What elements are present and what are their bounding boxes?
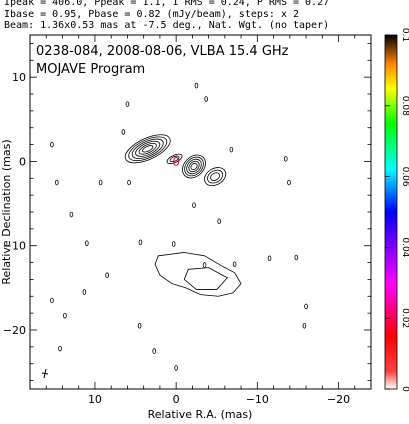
noise-contour <box>58 345 62 352</box>
chart-title: 0238-084, 2008-08-06, VLBA 15.4 GHz <box>36 44 289 59</box>
colorbar-tick-label: 0.02 <box>400 308 409 328</box>
contour-ring <box>128 136 168 162</box>
header-line-3: Beam: 1.36x0.53 mas at -7.5 deg., Nat. W… <box>4 20 330 31</box>
noise-contour <box>194 82 199 89</box>
chart-subtitle: MOJAVE Program <box>36 62 145 77</box>
diffuse-jet-contour <box>154 252 242 297</box>
x-tick-label: −10 <box>246 393 269 406</box>
x-tick-label: 0 <box>173 393 180 406</box>
contour-ring <box>131 138 164 159</box>
noise-contour <box>138 239 143 246</box>
diffuse-jet-inner-contour <box>183 267 228 290</box>
noise-contour <box>54 179 59 186</box>
contour-ring <box>169 155 180 163</box>
colorbar-tick-label: 0.04 <box>400 237 409 257</box>
noise-contour <box>69 211 74 218</box>
noise-contour <box>125 101 130 107</box>
noise-contour <box>229 146 234 153</box>
colorbar-tick-label: 0.06 <box>400 167 409 187</box>
contour-ring <box>188 160 200 173</box>
noise-contour <box>50 141 54 148</box>
noise-contour <box>105 272 109 279</box>
noise-contour <box>267 255 272 262</box>
contour-ring <box>124 134 171 164</box>
x-axis-ticks: 10 0 −10 −20 <box>45 35 356 406</box>
header-line-2: Ibase = 0.95, Pbase = 0.82 (mJy/beam), s… <box>4 8 300 20</box>
colorbar-tick-label: 0.08 <box>400 96 409 116</box>
noise-contour <box>294 254 299 261</box>
contour-lines <box>50 82 308 371</box>
contour-ring <box>204 167 227 187</box>
noise-contour <box>171 241 176 247</box>
noise-contour <box>217 218 221 225</box>
y-axis-ticks: 10 0 −10 −20 <box>3 43 371 381</box>
noise-contour <box>174 365 178 371</box>
noise-contour <box>137 322 142 329</box>
contour-ring <box>184 156 204 177</box>
y-tick-label: 10 <box>12 71 26 84</box>
y-axis-label: Relative Declination (mas) <box>0 139 13 284</box>
noise-contour <box>85 240 89 246</box>
noise-contour <box>121 129 126 135</box>
header-line-1: Ipeak = 406.0, Ppeak = 1.1, I RMS = 0.24… <box>4 0 330 8</box>
contour-ring <box>142 145 154 153</box>
noise-contour <box>63 312 67 319</box>
plot-frame <box>29 34 372 390</box>
contour-ring <box>166 153 183 165</box>
colorbar-tick-label: 0.1 <box>400 28 409 42</box>
noise-contour <box>304 303 308 310</box>
noise-contour <box>152 348 157 354</box>
image-header: Ipeak = 406.0, Ppeak = 1.1, I RMS = 0.24… <box>4 0 329 32</box>
colorbar-tick-label: 0 <box>400 386 409 392</box>
y-tick-label: −20 <box>3 324 26 337</box>
contour-ring <box>186 158 202 175</box>
noise-contour <box>82 289 87 295</box>
colorbar-ticks: 0 0.02 0.04 0.06 0.08 0.1 <box>385 28 409 392</box>
colorbar <box>384 34 398 390</box>
contour-ring <box>190 162 198 171</box>
beam-symbol <box>41 368 49 379</box>
noise-contour <box>192 202 196 209</box>
noise-contour <box>204 96 208 102</box>
noise-contour <box>287 179 291 186</box>
contour-ring <box>135 140 161 157</box>
noise-contour <box>202 262 207 268</box>
y-tick-label: 0 <box>19 155 26 168</box>
x-tick-label: −20 <box>327 393 350 406</box>
contour-ring <box>138 142 157 155</box>
noise-contour <box>127 179 131 186</box>
noise-contour <box>50 297 54 304</box>
noise-contour <box>232 261 237 268</box>
contour-ring <box>210 172 221 181</box>
contour-ring <box>207 169 224 184</box>
contour-ring <box>182 154 206 179</box>
x-tick-label: 10 <box>88 393 102 406</box>
noise-contour <box>98 179 103 186</box>
noise-contour <box>283 156 288 162</box>
core-peak <box>173 156 180 166</box>
x-axis-label: Relative R.A. (mas) <box>148 408 253 421</box>
noise-contour <box>302 322 307 329</box>
y-tick-label: −10 <box>3 240 26 253</box>
